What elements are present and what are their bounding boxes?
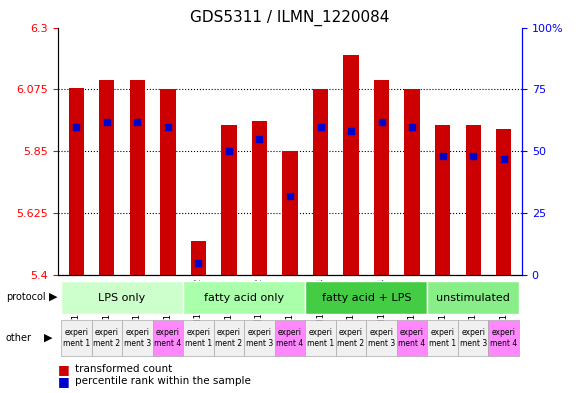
- Text: experi
ment 3: experi ment 3: [459, 328, 487, 348]
- Text: ▶: ▶: [49, 292, 58, 302]
- Text: experi
ment 4: experi ment 4: [398, 328, 426, 348]
- Bar: [130, 80, 145, 275]
- Text: experi
ment 4: experi ment 4: [277, 328, 303, 348]
- Bar: [252, 121, 267, 275]
- FancyBboxPatch shape: [305, 320, 336, 356]
- Text: percentile rank within the sample: percentile rank within the sample: [75, 376, 251, 386]
- Text: protocol: protocol: [6, 292, 45, 302]
- Bar: [160, 89, 176, 275]
- FancyBboxPatch shape: [213, 320, 244, 356]
- Text: ■: ■: [58, 363, 70, 376]
- Text: ■: ■: [58, 375, 70, 388]
- FancyBboxPatch shape: [183, 281, 305, 314]
- Bar: [374, 80, 389, 275]
- Text: experi
ment 2: experi ment 2: [338, 328, 365, 348]
- Bar: [404, 89, 420, 275]
- Text: LPS only: LPS only: [99, 293, 146, 303]
- FancyBboxPatch shape: [427, 320, 458, 356]
- Text: experi
ment 3: experi ment 3: [246, 328, 273, 348]
- FancyBboxPatch shape: [92, 320, 122, 356]
- Text: experi
ment 4: experi ment 4: [154, 328, 182, 348]
- FancyBboxPatch shape: [122, 320, 153, 356]
- FancyBboxPatch shape: [397, 320, 427, 356]
- FancyBboxPatch shape: [153, 320, 183, 356]
- Bar: [435, 125, 450, 275]
- FancyBboxPatch shape: [244, 320, 275, 356]
- Text: experi
ment 1: experi ment 1: [429, 328, 456, 348]
- FancyBboxPatch shape: [61, 320, 92, 356]
- FancyBboxPatch shape: [458, 320, 488, 356]
- FancyBboxPatch shape: [488, 320, 519, 356]
- Text: fatty acid only: fatty acid only: [204, 293, 284, 303]
- Text: experi
ment 1: experi ment 1: [307, 328, 334, 348]
- Bar: [496, 129, 512, 275]
- Text: experi
ment 2: experi ment 2: [93, 328, 121, 348]
- Text: experi
ment 1: experi ment 1: [63, 328, 90, 348]
- Text: other: other: [6, 333, 32, 343]
- Bar: [466, 125, 481, 275]
- Text: unstimulated: unstimulated: [436, 293, 510, 303]
- Bar: [313, 89, 328, 275]
- Text: ▶: ▶: [44, 333, 52, 343]
- Title: GDS5311 / ILMN_1220084: GDS5311 / ILMN_1220084: [190, 10, 390, 26]
- FancyBboxPatch shape: [336, 320, 367, 356]
- FancyBboxPatch shape: [367, 320, 397, 356]
- Text: transformed count: transformed count: [75, 364, 173, 375]
- Text: experi
ment 2: experi ment 2: [215, 328, 242, 348]
- FancyBboxPatch shape: [305, 281, 427, 314]
- Text: fatty acid + LPS: fatty acid + LPS: [321, 293, 411, 303]
- Text: experi
ment 3: experi ment 3: [368, 328, 395, 348]
- Bar: [343, 55, 358, 275]
- FancyBboxPatch shape: [61, 281, 183, 314]
- Text: experi
ment 1: experi ment 1: [185, 328, 212, 348]
- FancyBboxPatch shape: [275, 320, 305, 356]
- Bar: [282, 151, 298, 275]
- Bar: [191, 241, 206, 275]
- Text: experi
ment 4: experi ment 4: [490, 328, 517, 348]
- Bar: [222, 125, 237, 275]
- Bar: [68, 88, 84, 275]
- FancyBboxPatch shape: [183, 320, 213, 356]
- FancyBboxPatch shape: [427, 281, 519, 314]
- Text: experi
ment 3: experi ment 3: [124, 328, 151, 348]
- Bar: [99, 80, 114, 275]
